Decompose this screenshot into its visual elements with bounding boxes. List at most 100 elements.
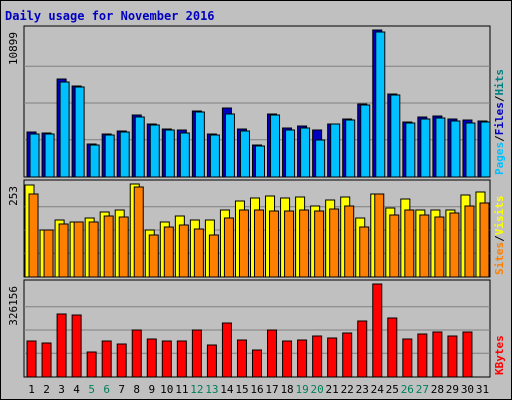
day-tick-label: 10	[160, 383, 173, 396]
day-tick-label: 29	[446, 383, 459, 396]
bar-kbytes-day-9	[146, 338, 157, 378]
bar-pages-day-1	[29, 133, 40, 178]
bar-kbytes-day-22	[342, 332, 353, 378]
bar-pages-day-24	[375, 31, 386, 178]
legend-entry: /	[493, 135, 506, 142]
bar-sites-day-25	[389, 214, 400, 278]
bar-kbytes-day-15	[236, 339, 247, 378]
day-tick-label: 17	[265, 383, 278, 396]
bar-kbytes-day-6	[101, 340, 112, 378]
legend-entry: Files	[493, 102, 506, 135]
bar-pages-day-4	[74, 86, 85, 178]
bar-sites-day-4	[73, 221, 84, 278]
bar-pages-day-12	[194, 111, 205, 178]
bar-sites-day-2	[43, 229, 54, 278]
bar-kbytes-day-14	[221, 322, 232, 378]
day-tick-label: 4	[73, 383, 80, 396]
bar-sites-day-31	[479, 202, 490, 278]
bar-sites-day-14	[223, 217, 234, 278]
bar-pages-day-20	[315, 139, 326, 178]
day-tick-label: 8	[133, 383, 140, 396]
bar-sites-day-10	[163, 226, 174, 278]
day-tick-label: 7	[118, 383, 125, 396]
bar-pages-day-19	[300, 127, 311, 178]
bar-kbytes-day-25	[387, 317, 398, 378]
bar-pages-day-18	[285, 129, 296, 178]
bar-pages-day-13	[209, 134, 220, 178]
bar-kbytes-day-19	[297, 339, 308, 378]
bar-sites-day-15	[238, 209, 249, 278]
bar-sites-day-24	[374, 193, 385, 278]
bar-sites-day-22	[344, 205, 355, 278]
panel-legend: KBytes	[493, 335, 506, 375]
legend-entry: Pages	[493, 142, 506, 175]
bar-kbytes-day-4	[71, 314, 82, 378]
bar-sites-day-28	[434, 216, 445, 278]
bar-kbytes-day-7	[116, 343, 127, 378]
bar-sites-day-9	[148, 234, 159, 278]
day-tick-label: 9	[148, 383, 155, 396]
bar-kbytes-day-21	[327, 337, 338, 378]
bar-pages-day-9	[149, 124, 160, 178]
bar-sites-day-27	[419, 214, 430, 278]
legend-entry: KBytes	[493, 335, 506, 375]
bar-pages-day-11	[179, 132, 190, 178]
day-tick-label: 25	[386, 383, 399, 396]
bar-sites-day-29	[449, 212, 460, 278]
day-tick-label: 21	[326, 383, 339, 396]
bar-pages-day-10	[164, 129, 175, 178]
bar-pages-day-31	[480, 121, 491, 178]
day-tick-label: 22	[341, 383, 354, 396]
bar-kbytes-day-10	[161, 340, 172, 378]
bar-kbytes-day-2	[41, 342, 52, 378]
bar-pages-day-23	[360, 104, 371, 178]
panel-max-label: 10899	[7, 32, 20, 65]
bar-pages-day-5	[89, 144, 100, 178]
day-tick-label: 18	[280, 383, 293, 396]
day-tick-label: 26	[401, 383, 414, 396]
day-tick-label: 12	[190, 383, 203, 396]
day-tick-label: 23	[356, 383, 369, 396]
panel-max-label: 326156	[7, 286, 20, 326]
bar-sites-day-18	[284, 210, 295, 278]
bar-sites-day-6	[103, 215, 114, 278]
legend-entry: Visits	[493, 196, 506, 236]
bar-kbytes-day-12	[191, 329, 202, 378]
bar-sites-day-17	[269, 210, 280, 278]
bar-kbytes-day-24	[372, 283, 383, 378]
bar-kbytes-day-5	[86, 351, 97, 378]
bar-sites-day-16	[254, 209, 264, 278]
day-tick-label: 15	[235, 383, 248, 396]
day-tick-label: 2	[43, 383, 50, 396]
bar-pages-day-21	[330, 123, 341, 178]
day-tick-label: 14	[220, 383, 234, 396]
bar-pages-day-17	[270, 114, 281, 178]
day-tick-label: 30	[461, 383, 474, 396]
bar-pages-day-8	[134, 116, 145, 178]
bar-sites-day-13	[208, 234, 219, 278]
legend-entry: Hits	[493, 69, 506, 96]
bar-pages-day-6	[104, 134, 115, 178]
bar-kbytes-day-8	[131, 329, 142, 378]
bar-kbytes-day-23	[357, 320, 368, 378]
bar-sites-day-19	[299, 209, 310, 278]
legend-entry: /	[493, 235, 506, 242]
day-tick-label: 16	[250, 383, 263, 396]
bar-sites-day-20	[314, 210, 325, 278]
bar-pages-day-3	[59, 81, 70, 178]
legend-entry: /	[493, 95, 506, 102]
bar-kbytes-day-11	[176, 340, 187, 378]
bar-kbytes-day-17	[267, 329, 278, 378]
bar-kbytes-day-26	[402, 338, 413, 378]
day-tick-label: 11	[175, 383, 188, 396]
bar-kbytes-day-29	[447, 335, 458, 378]
day-tick-label: 3	[58, 383, 65, 396]
bar-kbytes-day-16	[252, 349, 262, 378]
day-tick-label: 5	[88, 383, 95, 396]
bar-kbytes-day-28	[432, 331, 443, 378]
bar-pages-day-26	[405, 122, 416, 178]
bar-pages-day-29	[450, 120, 461, 178]
day-tick-label: 24	[371, 383, 385, 396]
bar-sites-day-30	[464, 205, 475, 278]
bar-pages-day-15	[239, 130, 250, 178]
